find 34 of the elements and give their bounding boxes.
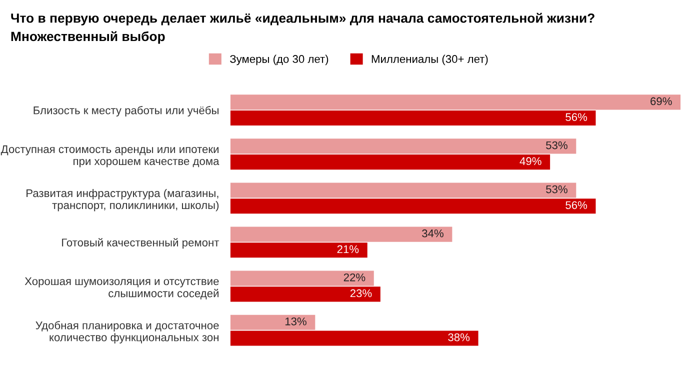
legend-label: Зумеры (до 30 лет) bbox=[230, 54, 328, 66]
bar bbox=[230, 94, 681, 110]
data-label: 49% bbox=[520, 157, 542, 166]
data-label: 23% bbox=[350, 289, 372, 298]
bar bbox=[230, 182, 576, 198]
text: Множественный выбор bbox=[11, 31, 165, 44]
bar bbox=[230, 198, 596, 214]
data-label: 69% bbox=[650, 97, 672, 106]
data-label: 22% bbox=[344, 273, 366, 282]
bar bbox=[230, 314, 316, 330]
y-tick-label: Готовый качественный ремонт bbox=[62, 238, 220, 249]
data-label: 56% bbox=[566, 201, 588, 210]
bar bbox=[230, 226, 452, 242]
legend-label: Миллениалы (30+ лет) bbox=[372, 54, 488, 66]
y-tick-label: Развитая инфраструктура (магазины, транспорт, поликлиники, школы) bbox=[26, 188, 219, 212]
y-tick-label: Близость к месту работы или учёбы bbox=[34, 106, 218, 116]
chart-title: Что в первую очередь делает жильё «идеальным» для начала самостоятельной жизни? bbox=[11, 12, 594, 26]
bar bbox=[230, 242, 368, 258]
bar bbox=[230, 270, 374, 286]
data-label: 53% bbox=[546, 185, 568, 194]
data-label: 38% bbox=[448, 333, 470, 342]
y-tick-label: Удобная планировка и достаточное количество функциональных зон bbox=[36, 321, 219, 344]
bar bbox=[230, 138, 576, 154]
data-label: 34% bbox=[422, 229, 444, 238]
bar bbox=[230, 330, 478, 346]
bar bbox=[230, 286, 380, 302]
data-label: 21% bbox=[337, 245, 359, 254]
data-label: 53% bbox=[546, 141, 568, 150]
bar bbox=[230, 154, 550, 170]
bar bbox=[230, 110, 596, 126]
data-label: 13% bbox=[285, 317, 306, 326]
data-label: 56% bbox=[566, 113, 588, 122]
y-tick-label: Доступная стоимость аренды или ипотеки при хорошем качестве дома bbox=[0, 145, 220, 168]
y-tick-label: Хорошая шумоизоляция и отсутствие слышимости соседей bbox=[24, 277, 219, 300]
